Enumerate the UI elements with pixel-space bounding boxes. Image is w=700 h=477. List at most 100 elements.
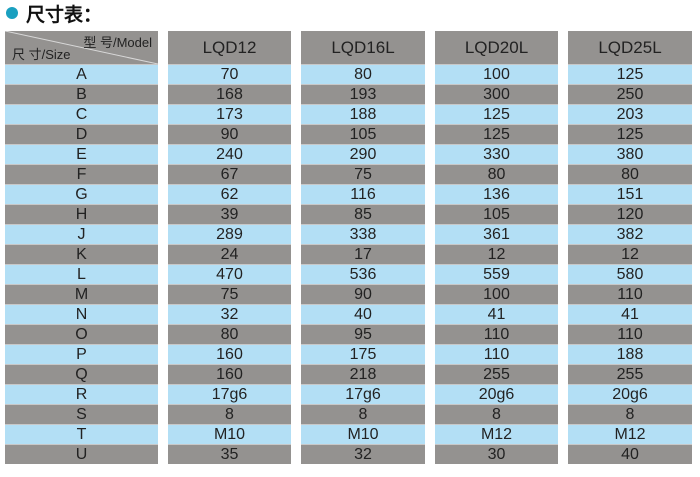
size-cell: O: [5, 324, 158, 344]
value-cell: 136: [435, 184, 558, 204]
size-cell: D: [5, 124, 158, 144]
size-cell: L: [5, 264, 158, 284]
size-cell: C: [5, 104, 158, 124]
size-cell: Q: [5, 364, 158, 384]
size-cell: A: [5, 64, 158, 84]
value-cell: 110: [435, 324, 558, 344]
size-cell: B: [5, 84, 158, 104]
value-cell: 240: [168, 144, 291, 164]
value-cell: 361: [435, 224, 558, 244]
value-cell: 203: [568, 104, 692, 124]
value-cell: M10: [168, 424, 291, 444]
value-cell: M10: [301, 424, 425, 444]
value-cell: 160: [168, 364, 291, 384]
size-label: 尺 寸/Size: [12, 47, 71, 62]
value-cell: 67: [168, 164, 291, 184]
value-cell: 105: [435, 204, 558, 224]
value-cell: M12: [568, 424, 692, 444]
model-header: LQD25L: [568, 31, 692, 64]
model-label: 型 号/Model: [83, 35, 152, 50]
model-header: LQD16L: [301, 31, 425, 64]
size-cell: H: [5, 204, 158, 224]
size-cell: J: [5, 224, 158, 244]
size-cell: F: [5, 164, 158, 184]
value-cell: 290: [301, 144, 425, 164]
value-cell: 8: [168, 404, 291, 424]
value-cell: 110: [568, 324, 692, 344]
value-cell: 338: [301, 224, 425, 244]
value-cell: 75: [301, 164, 425, 184]
model-header: LQD12: [168, 31, 291, 64]
value-cell: 193: [301, 84, 425, 104]
corner-header: 型 号/Model 尺 寸/Size: [5, 31, 158, 64]
value-cell: 75: [168, 284, 291, 304]
value-cell: 12: [568, 244, 692, 264]
value-cell: 90: [168, 124, 291, 144]
value-cell: 85: [301, 204, 425, 224]
size-cell: U: [5, 444, 158, 464]
value-cell: M12: [435, 424, 558, 444]
size-cell: K: [5, 244, 158, 264]
value-cell: 559: [435, 264, 558, 284]
value-cell: 255: [435, 364, 558, 384]
value-cell: 80: [301, 64, 425, 84]
model-column: LQD25L 125 250 203 125 380 80 151 120 382 12 580 11…: [568, 31, 692, 464]
value-cell: 470: [168, 264, 291, 284]
value-cell: 41: [435, 304, 558, 324]
size-cell: G: [5, 184, 158, 204]
value-cell: 20g6: [435, 384, 558, 404]
value-cell: 41: [568, 304, 692, 324]
size-cell: T: [5, 424, 158, 444]
value-cell: 12: [435, 244, 558, 264]
model-column: LQD12 70 168 173 90 240 67 62 39 289 24 470 75 32 80 1…: [168, 31, 291, 464]
size-cell: E: [5, 144, 158, 164]
value-cell: 110: [435, 344, 558, 364]
value-cell: 80: [168, 324, 291, 344]
value-cell: 40: [301, 304, 425, 324]
value-cell: 300: [435, 84, 558, 104]
size-cell: N: [5, 304, 158, 324]
value-cell: 40: [568, 444, 692, 464]
value-cell: 95: [301, 324, 425, 344]
value-cell: 8: [301, 404, 425, 424]
value-cell: 188: [568, 344, 692, 364]
value-cell: 100: [435, 64, 558, 84]
value-cell: 105: [301, 124, 425, 144]
value-cell: 116: [301, 184, 425, 204]
value-cell: 20g6: [568, 384, 692, 404]
value-cell: 330: [435, 144, 558, 164]
value-cell: 125: [435, 104, 558, 124]
value-cell: 125: [568, 124, 692, 144]
value-cell: 70: [168, 64, 291, 84]
value-cell: 90: [301, 284, 425, 304]
model-header: LQD20L: [435, 31, 558, 64]
model-column: LQD16L 80 193 188 105 290 75 116 85 338 17 536 90 40…: [301, 31, 425, 464]
value-cell: 382: [568, 224, 692, 244]
value-cell: 151: [568, 184, 692, 204]
size-cell: R: [5, 384, 158, 404]
value-cell: 380: [568, 144, 692, 164]
diagonal-divider: [5, 31, 158, 64]
value-cell: 168: [168, 84, 291, 104]
section-title: 尺寸表：: [6, 1, 102, 26]
value-cell: 39: [168, 204, 291, 224]
value-cell: 173: [168, 104, 291, 124]
value-cell: 62: [168, 184, 291, 204]
value-cell: 120: [568, 204, 692, 224]
value-cell: 80: [568, 164, 692, 184]
value-cell: 17: [301, 244, 425, 264]
value-cell: 160: [168, 344, 291, 364]
value-cell: 8: [435, 404, 558, 424]
value-cell: 125: [568, 64, 692, 84]
value-cell: 175: [301, 344, 425, 364]
value-cell: 125: [435, 124, 558, 144]
value-cell: 32: [168, 304, 291, 324]
value-cell: 80: [435, 164, 558, 184]
bullet-icon: [6, 7, 18, 19]
value-cell: 250: [568, 84, 692, 104]
value-cell: 32: [301, 444, 425, 464]
value-cell: 110: [568, 284, 692, 304]
value-cell: 536: [301, 264, 425, 284]
value-cell: 8: [568, 404, 692, 424]
size-cell: S: [5, 404, 158, 424]
